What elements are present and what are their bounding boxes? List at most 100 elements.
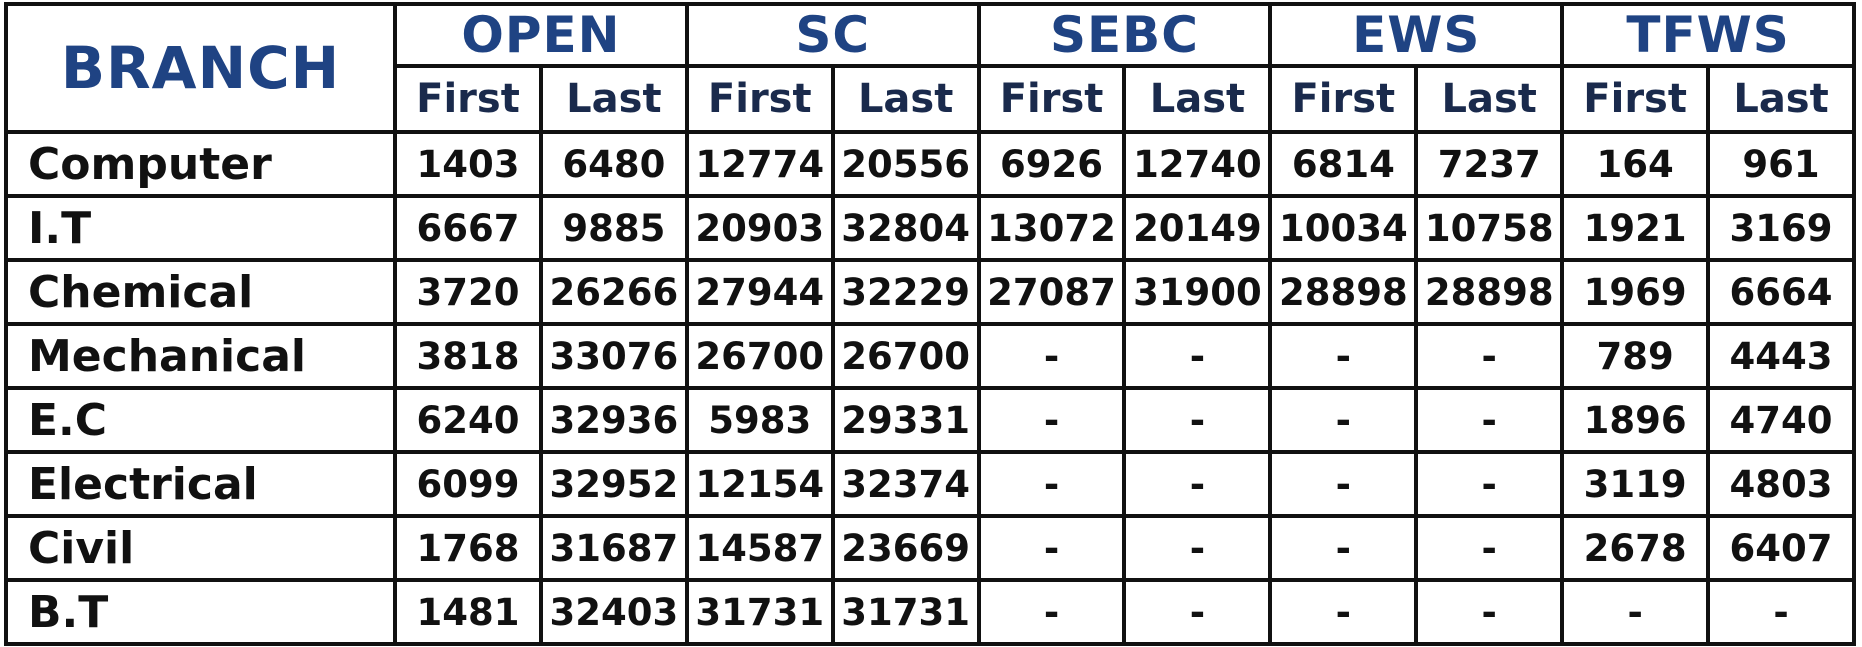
tfws-last-rank-cell: - (1706, 578, 1856, 646)
branch-name-cell: Chemical (3, 258, 398, 326)
table-row: Mechanical 3818 33076 26700 26700- - - -789 4443 (3, 322, 1856, 390)
sc-last-rank-cell: 23669 (830, 514, 981, 582)
branch-name-cell: Mechanical (3, 322, 398, 390)
tfws-last-rank-cell: 961 (1706, 130, 1856, 198)
sebc-first-rank-cell: - (976, 450, 1127, 518)
open-first-rank-cell: 1768 (393, 514, 543, 582)
ews-first-rank-cell: - (1268, 322, 1419, 390)
sc-first-rank-cell: 12154 (684, 450, 835, 518)
tfws-last-rank-cell: 4443 (1706, 322, 1856, 390)
category-header-tfws: TFWS (1560, 2, 1856, 68)
tfws-first-rank-cell: 789 (1560, 322, 1711, 390)
ews-first-rank-cell: - (1268, 386, 1419, 454)
cutoff-rank-table: BRANCH OPEN SC SEBC EWS TFWS First Last … (3, 2, 1856, 646)
sebc-last-rank-cell: 12740 (1122, 130, 1273, 198)
ews-first-rank-cell: 28898 (1268, 258, 1419, 326)
sc-last-rank-cell: 20556 (830, 130, 981, 198)
table-row: E.C 6240 32936 5983 29331- - - -1896 4740 (3, 386, 1856, 454)
tfws-first-rank-cell: 1896 (1560, 386, 1711, 454)
open-last-rank-cell: 31687 (538, 514, 689, 582)
tfws-last-rank-cell: 6407 (1706, 514, 1856, 582)
branch-name-cell: Computer (3, 130, 398, 198)
sebc-last-rank-cell: - (1122, 578, 1273, 646)
tfws-last-rank-cell: 4740 (1706, 386, 1856, 454)
sebc-last-rank-cell: - (1122, 514, 1273, 582)
open-last-rank-cell: 32403 (538, 578, 689, 646)
branch-name-cell: E.C (3, 386, 398, 454)
sc-last-rank-cell: 29331 (830, 386, 981, 454)
open-last-rank-cell: 6480 (538, 130, 689, 198)
table-row: Civil 1768 31687 14587 23669- - - -2678 6407 (3, 514, 1856, 582)
subheader-first: First (1268, 64, 1419, 134)
branch-name-cell: B.T (3, 578, 398, 646)
subheader-first: First (393, 64, 543, 134)
ews-last-rank-cell: 7237 (1414, 130, 1565, 198)
subheader-first: First (684, 64, 835, 134)
sebc-first-rank-cell: 6926 (976, 130, 1127, 198)
ews-last-rank-cell: 10758 (1414, 194, 1565, 262)
category-header-row: BRANCH OPEN SC SEBC EWS TFWS (3, 2, 1856, 134)
sc-first-rank-cell: 31731 (684, 578, 835, 646)
sebc-first-rank-cell: 27087 (976, 258, 1127, 326)
sc-first-rank-cell: 12774 (684, 130, 835, 198)
open-last-rank-cell: 26266 (538, 258, 689, 326)
sc-last-rank-cell: 32374 (830, 450, 981, 518)
subheader-last: Last (1414, 64, 1565, 134)
tfws-last-rank-cell: 4803 (1706, 450, 1856, 518)
subheader-first: First (1560, 64, 1711, 134)
tfws-first-rank-cell: 2678 (1560, 514, 1711, 582)
sebc-first-rank-cell: - (976, 386, 1127, 454)
sebc-last-rank-cell: 31900 (1122, 258, 1273, 326)
open-first-rank-cell: 3720 (393, 258, 543, 326)
category-header-sebc: SEBC (976, 2, 1273, 68)
table-row: Chemical 3720 26266 27944 32229 27087 31900 288… (3, 258, 1856, 326)
ews-last-rank-cell: - (1414, 514, 1565, 582)
open-first-rank-cell: 6099 (393, 450, 543, 518)
tfws-first-rank-cell: - (1560, 578, 1711, 646)
subheader-last: Last (538, 64, 689, 134)
branch-name-cell: Electrical (3, 450, 398, 518)
open-first-rank-cell: 6667 (393, 194, 543, 262)
open-first-rank-cell: 1403 (393, 130, 543, 198)
sc-first-rank-cell: 5983 (684, 386, 835, 454)
open-first-rank-cell: 1481 (393, 578, 543, 646)
category-header-sc: SC (684, 2, 981, 68)
branch-name-cell: Civil (3, 514, 398, 582)
table-row: Electrical 6099 32952 12154 32374- - - -3119 480… (3, 450, 1856, 518)
ews-last-rank-cell: 28898 (1414, 258, 1565, 326)
sc-last-rank-cell: 32229 (830, 258, 981, 326)
ews-first-rank-cell: 10034 (1268, 194, 1419, 262)
sc-first-rank-cell: 20903 (684, 194, 835, 262)
subheader-first: First (976, 64, 1127, 134)
tfws-first-rank-cell: 1921 (1560, 194, 1711, 262)
sc-first-rank-cell: 27944 (684, 258, 835, 326)
sebc-first-rank-cell: - (976, 578, 1127, 646)
sc-last-rank-cell: 26700 (830, 322, 981, 390)
open-last-rank-cell: 32936 (538, 386, 689, 454)
tfws-last-rank-cell: 6664 (1706, 258, 1856, 326)
sebc-last-rank-cell: - (1122, 450, 1273, 518)
ews-last-rank-cell: - (1414, 578, 1565, 646)
tfws-first-rank-cell: 1969 (1560, 258, 1711, 326)
sebc-first-rank-cell: - (976, 322, 1127, 390)
category-header-ews: EWS (1268, 2, 1565, 68)
ews-first-rank-cell: - (1268, 514, 1419, 582)
open-last-rank-cell: 33076 (538, 322, 689, 390)
sc-last-rank-cell: 32804 (830, 194, 981, 262)
sebc-first-rank-cell: 13072 (976, 194, 1127, 262)
subheader-last: Last (1122, 64, 1273, 134)
subheader-last: Last (830, 64, 981, 134)
branch-name-cell: I.T (3, 194, 398, 262)
table-row: B.T 1481 32403 31731 31731- - - - - - (3, 578, 1856, 646)
ews-last-rank-cell: - (1414, 450, 1565, 518)
sc-first-rank-cell: 14587 (684, 514, 835, 582)
tfws-first-rank-cell: 164 (1560, 130, 1711, 198)
ews-first-rank-cell: - (1268, 450, 1419, 518)
tfws-first-rank-cell: 3119 (1560, 450, 1711, 518)
table-row: I.T 6667 9885 20903 32804 13072 20149 10034 1075… (3, 194, 1856, 262)
sebc-last-rank-cell: - (1122, 322, 1273, 390)
ews-first-rank-cell: - (1268, 578, 1419, 646)
sebc-first-rank-cell: - (976, 514, 1127, 582)
sebc-last-rank-cell: - (1122, 386, 1273, 454)
ews-last-rank-cell: - (1414, 386, 1565, 454)
